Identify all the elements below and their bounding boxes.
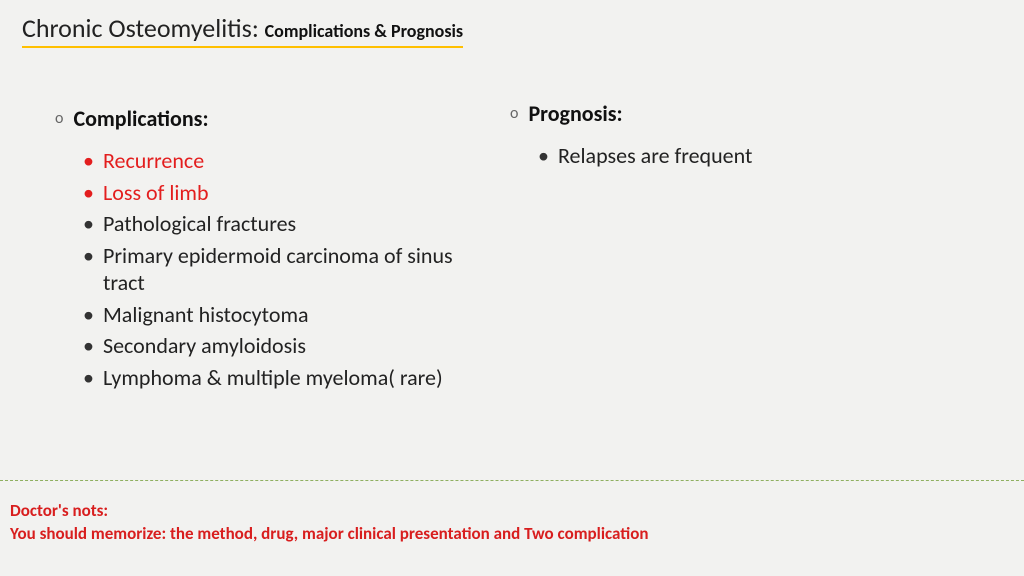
horizontal-divider — [0, 480, 1024, 481]
list-item: Relapses are frequent — [538, 142, 930, 170]
list-item: Secondary amyloidosis — [83, 332, 475, 360]
list-item: Pathological fractures — [83, 210, 475, 238]
circle-bullet-icon: o — [510, 100, 518, 128]
footer-notes: Doctor's nots: You should memorize: the … — [10, 500, 648, 546]
complications-heading: Complications: — [73, 105, 208, 132]
complications-heading-row: o Complications: — [55, 105, 475, 133]
complications-column: o Complications: Recurrence Loss of limb P… — [55, 105, 475, 395]
list-item: Loss of limb — [83, 179, 475, 207]
list-item: Lymphoma & multiple myeloma( rare) — [83, 364, 475, 392]
list-item: Recurrence — [83, 147, 475, 175]
circle-bullet-icon: o — [55, 105, 63, 133]
title-colon: : — [252, 12, 265, 44]
footer-line-1: Doctor's nots: — [10, 500, 648, 523]
prognosis-heading: Prognosis: — [528, 100, 622, 127]
list-item: Primary epidermoid carcinoma of sinus tr… — [83, 242, 475, 297]
title-main: Chronic Osteomyelitis — [22, 12, 252, 44]
slide-title: Chronic Osteomyelitis: Complications & P… — [22, 12, 463, 48]
prognosis-list: Relapses are frequent — [538, 142, 930, 170]
footer-line-2: You should memorize: the method, drug, m… — [10, 523, 648, 546]
complications-list: Recurrence Loss of limb Pathological fract… — [83, 147, 475, 391]
title-sub: Complications & Prognosis — [265, 20, 463, 42]
list-item: Malignant histocytoma — [83, 301, 475, 329]
prognosis-column: o Prognosis: Relapses are frequent — [510, 100, 930, 174]
prognosis-heading-row: o Prognosis: — [510, 100, 930, 128]
